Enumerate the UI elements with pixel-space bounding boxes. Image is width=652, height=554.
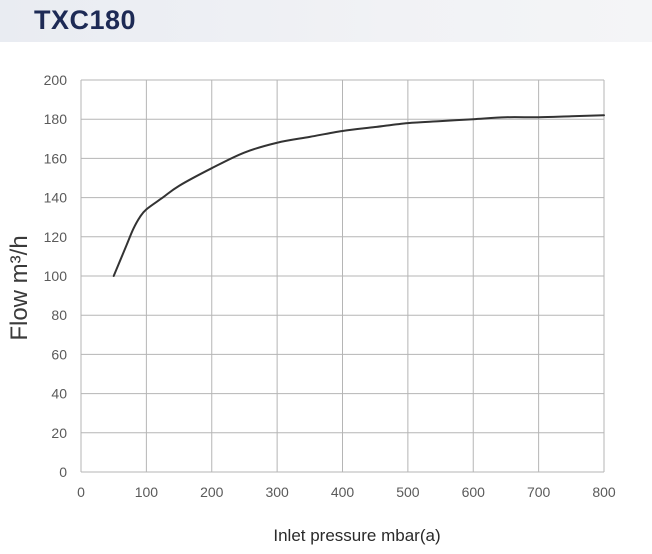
series-lines [112,114,605,277]
y-tick-label: 160 [44,150,68,166]
x-tick-label: 600 [462,484,486,500]
x-tick-label: 400 [331,484,355,500]
y-tick-label: 100 [44,268,68,284]
x-tick-label: 200 [200,484,224,500]
y-tick-label: 140 [44,190,68,206]
page-title: TXC180 [34,5,137,35]
grid-lines [80,79,605,473]
y-tick-label: 200 [44,72,68,88]
y-tick-label: 180 [44,111,68,127]
x-axis-title: Inlet pressure mbar(a) [273,526,440,545]
y-tick-label: 60 [51,346,67,362]
tick-labels: 0 100 200 300 400 500 600 700 800 0 20 40 60 80 100 120… [44,72,616,500]
y-tick-label: 120 [44,229,68,245]
x-tick-label: 100 [135,484,159,500]
y-axis-title: Flow m³/h [6,235,33,340]
x-tick-label: 800 [592,484,616,500]
y-tick-label: 40 [51,386,67,402]
x-tick-label: 500 [396,484,420,500]
series-line-0 [112,114,605,277]
x-tick-label: 700 [527,484,551,500]
x-tick-label: 0 [77,484,85,500]
y-tick-label: 20 [51,425,67,441]
y-tick-label: 0 [59,464,67,480]
x-tick-label: 300 [265,484,289,500]
y-tick-label: 80 [51,307,67,323]
header-band [0,0,652,42]
